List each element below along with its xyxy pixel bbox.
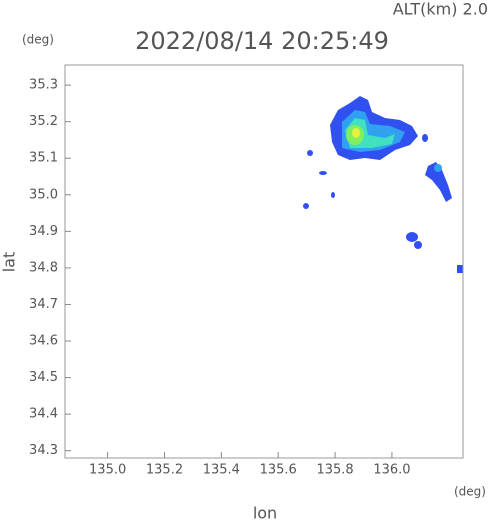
- x-axis-label: lon: [253, 504, 277, 521]
- x-tick-label: 136.0: [373, 463, 410, 478]
- y-tick-label: 34.4: [29, 407, 58, 422]
- x-tick-label: 135.0: [89, 463, 126, 478]
- y-tick-label: 34.3: [29, 443, 58, 458]
- plot-frame: [64, 64, 464, 459]
- y-tick-label: 34.7: [29, 297, 58, 312]
- x-tick-label: 135.4: [203, 463, 240, 478]
- x-tick-label: 135.6: [260, 463, 297, 478]
- chart-title: 2022/08/14 20:25:49: [135, 27, 389, 55]
- x-tick-label: 135.8: [316, 463, 353, 478]
- y-tick-label: 35.0: [29, 187, 58, 202]
- y-tick-label: 35.3: [29, 78, 58, 93]
- y-unit: (deg): [22, 33, 54, 47]
- radar-echo: [303, 96, 463, 273]
- subtitle: ALT(km) 2.0: [393, 0, 488, 19]
- y-tick-label: 35.2: [29, 114, 58, 129]
- y-tick-label: 34.6: [29, 334, 58, 349]
- y-tick-label: 34.5: [29, 370, 58, 385]
- y-tick-label: 34.8: [29, 260, 58, 275]
- y-axis-label: lat: [0, 252, 19, 273]
- x-unit: (deg): [454, 485, 486, 499]
- y-tick-label: 35.1: [29, 151, 58, 166]
- y-tick-label: 34.9: [29, 224, 58, 239]
- x-tick-label: 135.2: [146, 463, 183, 478]
